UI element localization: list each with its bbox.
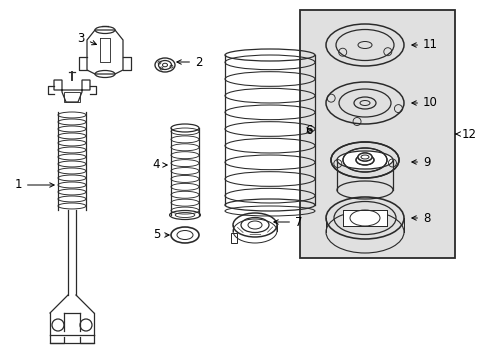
Bar [64, 92, 80, 102]
Ellipse shape [357, 153, 371, 161]
Text: 4: 4 [152, 158, 167, 171]
Bar [342, 210, 386, 226]
Text: 11: 11 [411, 39, 437, 51]
Bar [342, 210, 386, 226]
Bar [299, 10, 454, 258]
Text: 1: 1 [15, 179, 54, 192]
Text: 9: 9 [411, 156, 429, 168]
Text: 8: 8 [411, 211, 429, 225]
Bar [230, 233, 237, 243]
Text: 7: 7 [273, 216, 302, 229]
Text: 5: 5 [152, 229, 169, 242]
Text: 12: 12 [455, 127, 476, 140]
Text: 3: 3 [78, 31, 96, 45]
Text: 10: 10 [411, 96, 437, 109]
Ellipse shape [357, 153, 371, 161]
Text: 2: 2 [177, 55, 202, 68]
Ellipse shape [336, 151, 392, 169]
Text: 6: 6 [305, 123, 312, 136]
